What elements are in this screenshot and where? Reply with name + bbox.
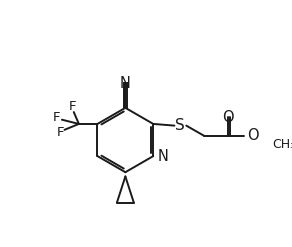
- Text: O: O: [247, 128, 259, 143]
- Text: F: F: [56, 126, 64, 139]
- Text: F: F: [53, 111, 60, 124]
- Text: N: N: [120, 76, 131, 91]
- Text: F: F: [68, 101, 76, 113]
- Text: CH₃: CH₃: [272, 138, 292, 151]
- Text: N: N: [157, 149, 168, 165]
- Text: O: O: [222, 110, 234, 125]
- Text: S: S: [175, 118, 185, 133]
